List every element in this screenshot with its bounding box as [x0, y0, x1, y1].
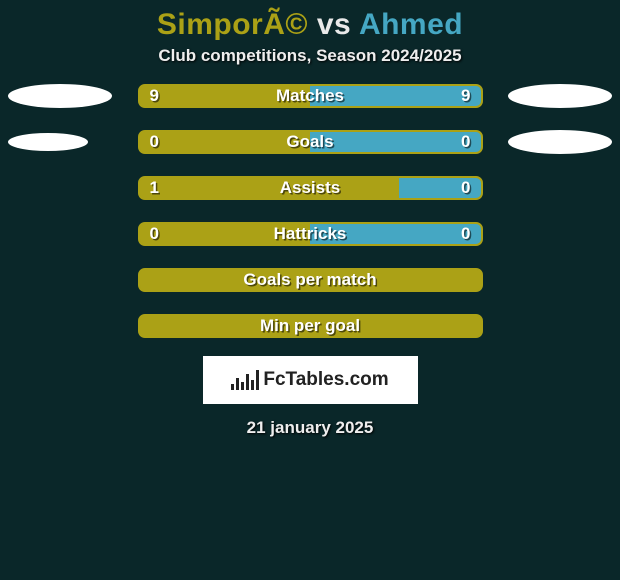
logo-text: FcTables.com [263, 369, 388, 391]
ellipse-left [8, 133, 88, 151]
ellipse-right [508, 84, 612, 108]
stat-row: 10Assists [0, 176, 620, 200]
subtitle: Club competitions, Season 2024/2025 [0, 46, 620, 66]
ellipse-left [8, 84, 112, 108]
stat-value-left: 0 [150, 132, 159, 152]
ellipse-right [508, 130, 612, 154]
stat-bar: 00Hattricks [138, 222, 483, 246]
player1-name: SimporÃ© [157, 8, 308, 41]
bar-left-fill [140, 132, 311, 152]
stat-row: Min per goal [0, 314, 620, 338]
bar-right-fill [310, 132, 481, 152]
stat-value-left: 9 [150, 86, 159, 106]
bar-right-fill [310, 224, 481, 244]
stat-bar: Goals per match [138, 268, 483, 292]
stat-value-right: 0 [461, 224, 470, 244]
bar-left-fill [140, 178, 399, 198]
bar-left-fill [140, 270, 481, 290]
stat-row: 00Goals [0, 130, 620, 154]
stat-bar: Min per goal [138, 314, 483, 338]
stat-value-right: 0 [461, 178, 470, 198]
page-title: SimporÃ© vs Ahmed [0, 0, 620, 46]
stat-bar: 99Matches [138, 84, 483, 108]
stat-value-left: 0 [150, 224, 159, 244]
stat-bar: 00Goals [138, 130, 483, 154]
stat-value-right: 0 [461, 132, 470, 152]
bar-left-fill [140, 224, 311, 244]
date-label: 21 january 2025 [0, 418, 620, 438]
stat-row: 00Hattricks [0, 222, 620, 246]
logo-bars-icon [231, 370, 259, 390]
stat-row: 99Matches [0, 84, 620, 108]
vs-text: vs [308, 8, 359, 41]
fctables-logo: FcTables.com [203, 356, 418, 404]
stat-value-right: 9 [461, 86, 470, 106]
stats-container: 99Matches00Goals10Assists00HattricksGoal… [0, 84, 620, 338]
stat-value-left: 1 [150, 178, 159, 198]
bar-left-fill [140, 86, 311, 106]
bar-left-fill [140, 316, 481, 336]
player2-name: Ahmed [359, 8, 463, 41]
bar-right-fill [310, 86, 481, 106]
stat-row: Goals per match [0, 268, 620, 292]
stat-bar: 10Assists [138, 176, 483, 200]
